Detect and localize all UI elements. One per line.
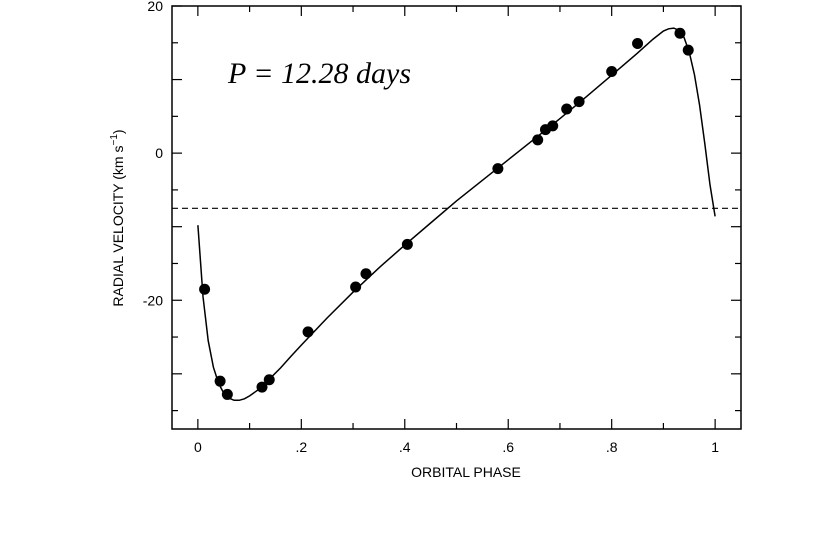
data-point <box>263 374 275 386</box>
data-point <box>256 381 268 393</box>
data-point <box>492 163 504 175</box>
data-point <box>674 27 686 39</box>
y-tick-label: -20 <box>143 292 163 308</box>
x-tick-label: 0 <box>194 439 202 455</box>
data-point <box>302 326 314 338</box>
data-point <box>221 388 233 400</box>
x-tick-label: .4 <box>399 439 411 455</box>
data-point <box>561 103 573 115</box>
y-axis-title-text: RADIAL VELOCITY (km s <box>110 146 126 307</box>
data-point <box>547 120 559 132</box>
data-point <box>401 238 413 250</box>
tick-labels: 0 .2 .4 .6 .8 1 20 0 -20 <box>143 0 719 455</box>
y-axis-title: RADIAL VELOCITY (km s−1) <box>109 129 126 306</box>
data-points <box>199 27 694 400</box>
data-point <box>682 44 694 56</box>
x-tick-label: .8 <box>606 439 618 455</box>
period-annotation: P = 12.28 days <box>227 57 411 90</box>
data-point <box>573 96 585 108</box>
x-axis-title: ORBITAL PHASE <box>411 464 521 480</box>
data-point <box>199 283 211 295</box>
y-tick-label: 20 <box>147 0 163 14</box>
data-point <box>360 268 372 280</box>
x-tick-label: .2 <box>295 439 307 455</box>
y-axis-title-exponent: −1 <box>109 134 120 146</box>
data-point <box>632 38 644 50</box>
x-tick-label: .6 <box>502 439 514 455</box>
y-axis-title-close: ) <box>110 129 126 134</box>
data-point <box>606 65 618 77</box>
data-point <box>350 281 362 293</box>
x-tick-label: 1 <box>711 439 719 455</box>
data-point <box>532 134 544 146</box>
data-point <box>214 375 226 387</box>
y-axis-ticks <box>172 5 741 412</box>
x-axis-ticks <box>197 6 716 429</box>
y-tick-label: 0 <box>155 145 163 161</box>
